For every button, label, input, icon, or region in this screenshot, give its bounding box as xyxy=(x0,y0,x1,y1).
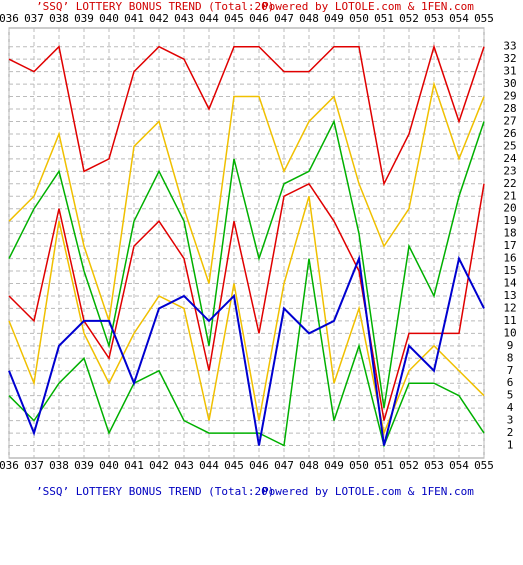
x-tick-label-bottom: 053 xyxy=(424,459,444,472)
x-tick-label-top: 039 xyxy=(74,12,94,25)
x-tick-label-bottom: 052 xyxy=(399,459,419,472)
x-tick-label-top: 055 xyxy=(474,12,494,25)
chart-subtitle-bottom: Powered by LOTOLE.com & 1FEN.com xyxy=(262,485,474,498)
y-tick-label: 12 xyxy=(503,301,516,314)
x-tick-label-bottom: 051 xyxy=(374,459,394,472)
y-tick-label: 30 xyxy=(503,77,516,90)
y-tick-label: 19 xyxy=(503,214,516,227)
y-tick-label: 18 xyxy=(503,227,516,240)
y-tick-label: 9 xyxy=(507,339,514,352)
x-tick-label-top: 045 xyxy=(224,12,244,25)
y-tick-label: 31 xyxy=(503,65,516,78)
y-tick-label: 22 xyxy=(503,177,516,190)
y-tick-label: 17 xyxy=(503,239,516,252)
chart-title: ’SSQ’ LOTTERY BONUS TREND (Total:20) xyxy=(36,0,274,13)
trend-line xyxy=(8,254,485,446)
x-tick-label-bottom: 038 xyxy=(49,459,69,472)
x-tick-label-top: 048 xyxy=(299,12,319,25)
y-tick-label: 33 xyxy=(503,40,516,53)
y-tick-label: 1 xyxy=(507,439,514,452)
x-tick-label-top: 053 xyxy=(424,12,444,25)
x-tick-label-top: 042 xyxy=(149,12,169,25)
x-tick-label-top: 044 xyxy=(199,12,219,25)
y-tick-label: 20 xyxy=(503,202,516,215)
x-tick-label-top: 054 xyxy=(449,12,469,25)
y-tick-label: 23 xyxy=(503,164,516,177)
y-tick-label: 24 xyxy=(503,152,517,165)
x-tick-label-bottom: 044 xyxy=(199,459,219,472)
x-tick-label-bottom: 040 xyxy=(99,459,119,472)
x-tick-label-top: 041 xyxy=(124,12,144,25)
x-tick-label-bottom: 046 xyxy=(249,459,269,472)
x-tick-label-bottom: 041 xyxy=(124,459,144,472)
x-tick-label-bottom: 042 xyxy=(149,459,169,472)
x-tick-label-bottom: 054 xyxy=(449,459,469,472)
trend-line xyxy=(8,258,485,448)
x-tick-label-bottom: 039 xyxy=(74,459,94,472)
x-tick-label-top: 037 xyxy=(24,12,44,25)
x-tick-label-top: 047 xyxy=(274,12,294,25)
y-tick-label: 29 xyxy=(503,90,516,103)
y-tick-label: 2 xyxy=(507,426,514,439)
y-tick-label: 27 xyxy=(503,114,516,127)
y-tick-label: 5 xyxy=(507,389,514,402)
x-tick-label-top: 036 xyxy=(0,12,19,25)
x-tick-label-bottom: 047 xyxy=(274,459,294,472)
trend-line xyxy=(8,182,485,421)
y-tick-label: 25 xyxy=(503,139,516,152)
y-tick-label: 8 xyxy=(507,351,514,364)
y-tick-label: 28 xyxy=(503,102,516,115)
x-tick-label-top: 038 xyxy=(49,12,69,25)
trend-line xyxy=(8,119,485,409)
x-tick-label-bottom: 055 xyxy=(474,459,494,472)
y-tick-label: 3 xyxy=(507,414,514,427)
y-tick-label: 15 xyxy=(503,264,516,277)
x-tick-label-bottom: 036 xyxy=(0,459,19,472)
y-tick-label: 14 xyxy=(503,277,517,290)
y-tick-label: 11 xyxy=(503,314,516,327)
y-tick-label: 32 xyxy=(503,52,516,65)
x-tick-label-bottom: 050 xyxy=(349,459,369,472)
trend-line xyxy=(8,44,485,187)
x-tick-label-top: 050 xyxy=(349,12,369,25)
x-tick-label-bottom: 037 xyxy=(24,459,44,472)
x-tick-label-top: 049 xyxy=(324,12,344,25)
x-tick-label-top: 051 xyxy=(374,12,394,25)
chart-title-bottom: ’SSQ’ LOTTERY BONUS TREND (Total:20) xyxy=(36,485,274,498)
y-tick-label: 21 xyxy=(503,189,516,202)
x-tick-label-bottom: 048 xyxy=(299,459,319,472)
chart-subtitle: Powered by LOTOLE.com & 1FEN.com xyxy=(262,0,474,13)
y-tick-label: 7 xyxy=(507,364,514,377)
trend-line xyxy=(8,196,485,436)
y-tick-label: 6 xyxy=(507,376,514,389)
y-tick-label: 16 xyxy=(503,252,516,265)
x-tick-label-top: 052 xyxy=(399,12,419,25)
plot-frame xyxy=(8,27,485,459)
y-tick-label: 4 xyxy=(507,401,514,414)
y-tick-label: 26 xyxy=(503,127,516,140)
x-tick-label-bottom: 049 xyxy=(324,459,344,472)
x-tick-label-top: 046 xyxy=(249,12,269,25)
y-tick-label: 13 xyxy=(503,289,516,302)
x-tick-label-bottom: 043 xyxy=(174,459,194,472)
x-tick-label-top: 040 xyxy=(99,12,119,25)
trend-line xyxy=(8,81,485,322)
x-tick-label-top: 043 xyxy=(174,12,194,25)
x-tick-label-bottom: 045 xyxy=(224,459,244,472)
y-tick-label: 10 xyxy=(503,326,516,339)
